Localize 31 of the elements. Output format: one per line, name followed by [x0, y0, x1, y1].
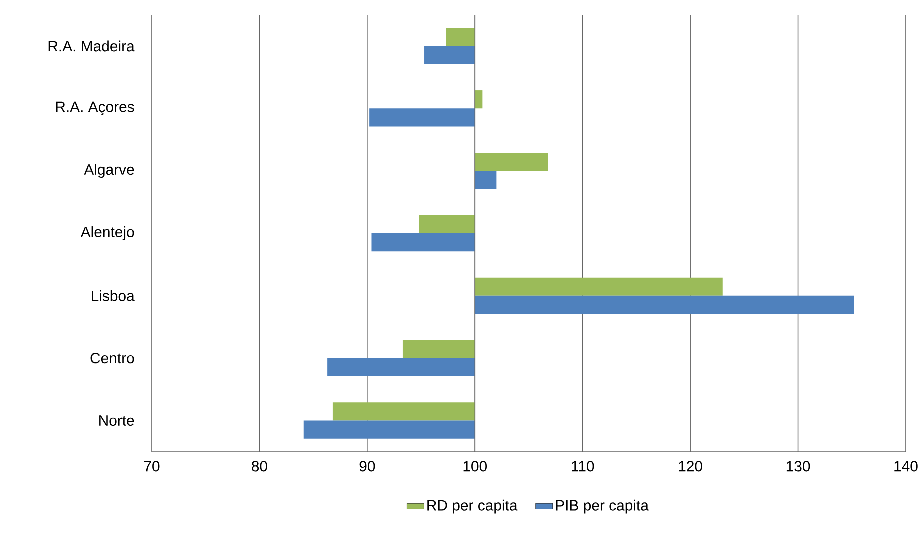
x-tick-label: 80: [252, 461, 268, 472]
bar: [304, 420, 476, 439]
bar: [332, 402, 476, 421]
y-tick-label: Centro: [90, 353, 134, 364]
x-tick-label: 110: [572, 461, 594, 472]
y-tick-label: Norte: [100, 416, 134, 426]
x-tick-label: 120: [679, 461, 702, 472]
bar: [372, 233, 476, 252]
bar: [370, 108, 476, 127]
bar: [475, 278, 723, 296]
bar: [475, 296, 854, 314]
bar: [446, 28, 476, 46]
x-tick-label: 130: [786, 461, 810, 472]
x-tick-label: 70: [144, 461, 160, 472]
x-tick-label: 140: [894, 461, 918, 472]
bar: [475, 90, 483, 109]
y-tick-label: Alentejo: [80, 226, 134, 240]
bar: [475, 152, 548, 172]
y-tick-label: Algarve: [84, 164, 134, 178]
bar: [402, 340, 476, 358]
y-tick-label: R.A. Madeira: [48, 40, 135, 52]
bar: [328, 358, 476, 376]
y-tick-label: Lisboa: [92, 290, 135, 302]
legend-label: RD per capita: [428, 500, 518, 514]
y-tick-label: R.A. Açores: [56, 102, 134, 116]
bar: [419, 215, 476, 234]
x-tick-label: 90: [360, 461, 376, 472]
legend-label: PIB per capita: [556, 500, 649, 514]
x-tick-label: 100: [464, 461, 488, 472]
bar: [424, 46, 476, 64]
bar: [475, 171, 497, 190]
